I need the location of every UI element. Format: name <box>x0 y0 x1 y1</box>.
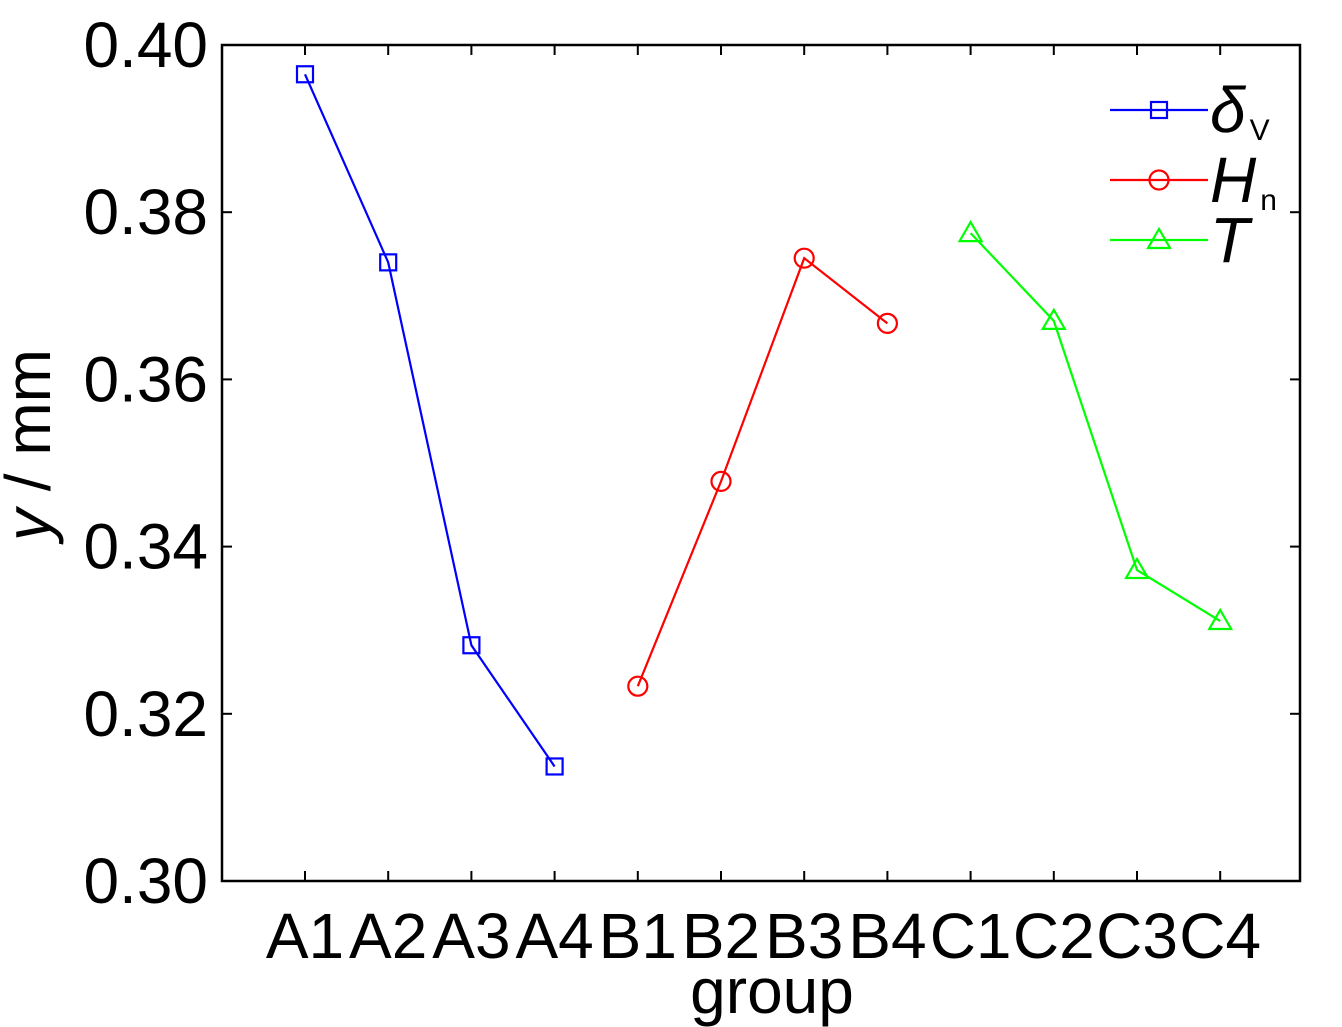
series-layer <box>295 65 1234 776</box>
y-axis-symbol: y <box>0 505 64 545</box>
x-tick-label: B2 <box>682 900 760 972</box>
y-axis-title: y / mm <box>0 349 64 545</box>
y-axis-ticks: 0.30 0.32 0.34 0.36 0.38 0.40 <box>83 9 1300 917</box>
legend-label-main: δ <box>1210 74 1247 146</box>
y-tick-label: 0.32 <box>83 678 208 750</box>
x-tick-label: C4 <box>1179 900 1261 972</box>
x-tick-label: B1 <box>599 900 677 972</box>
data-point-hn-B1 <box>627 675 649 697</box>
x-tick-label: B3 <box>765 900 843 972</box>
y-tick-label: 0.38 <box>83 176 208 248</box>
data-point-hn-B4 <box>876 312 899 334</box>
y-tick-label: 0.30 <box>83 845 208 917</box>
legend-item-t: T <box>1110 204 1253 276</box>
legend-label-main: T <box>1210 204 1253 276</box>
data-point-delta-A2 <box>379 253 398 272</box>
y-axis-unit: / mm <box>0 349 64 509</box>
y-tick-label: 0.40 <box>83 9 208 81</box>
x-tick-label: A4 <box>515 900 593 972</box>
data-point-t-C1 <box>957 219 984 243</box>
x-tick-label: B4 <box>848 900 926 972</box>
data-point-delta-A3 <box>462 636 481 655</box>
data-point-hn-B2 <box>710 470 732 492</box>
legend-label-main: H <box>1210 144 1257 216</box>
series-delta <box>295 65 564 776</box>
series-t <box>957 219 1234 631</box>
y-tick-label: 0.36 <box>83 343 208 415</box>
x-tick-label: C2 <box>1013 900 1095 972</box>
x-tick-label: A2 <box>349 900 427 972</box>
data-point-hn-B3 <box>793 247 815 269</box>
x-tick-label: C3 <box>1096 900 1178 972</box>
legend-marker <box>1148 169 1170 191</box>
data-point-t-C4 <box>1207 607 1234 631</box>
x-axis-title: group <box>690 955 854 1027</box>
data-point-delta-A4 <box>545 757 564 776</box>
series-line-hn <box>636 256 889 687</box>
plot-frame <box>220 43 1302 883</box>
x-axis-ticks: A1 A2 A3 A4 B1 B2 B3 B4 C1 C2 C3 C4 <box>266 45 1261 972</box>
data-point-delta-A1 <box>295 65 315 84</box>
legend-label-subscript: n <box>1260 184 1277 217</box>
x-tick-label: C1 <box>930 900 1012 972</box>
x-tick-label: A3 <box>432 900 510 972</box>
data-point-t-C3 <box>1124 556 1150 580</box>
legend: δ VH nT <box>1110 74 1277 276</box>
legend-label: T <box>1210 204 1253 276</box>
legend-marker <box>1149 100 1169 120</box>
series-line-delta <box>303 73 556 768</box>
series-hn <box>627 247 899 697</box>
y-tick-label: 0.34 <box>83 511 208 583</box>
legend-label-subscript: V <box>1250 114 1270 147</box>
legend-marker <box>1146 226 1172 250</box>
data-point-t-C2 <box>1040 307 1067 330</box>
series-line-t <box>969 232 1221 622</box>
x-tick-label: A1 <box>266 900 344 972</box>
